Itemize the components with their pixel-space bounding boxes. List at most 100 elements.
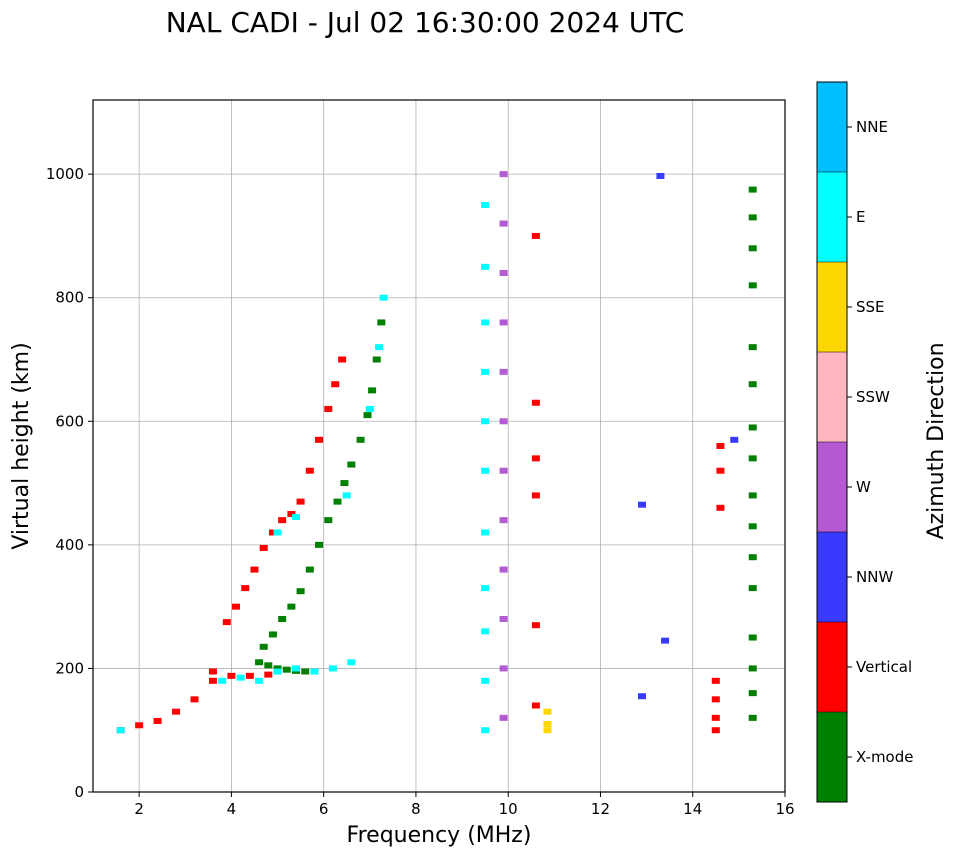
y-tick-label: 1000 (46, 165, 84, 183)
x-tick-label: 2 (134, 800, 144, 818)
data-point (278, 616, 287, 622)
data-point (531, 622, 540, 629)
data-point (748, 665, 757, 672)
colorbar-label: SSE (856, 298, 885, 316)
data-point (250, 566, 259, 573)
data-point (315, 436, 324, 443)
series-interference-10-6-mhz (531, 232, 540, 709)
data-point (365, 405, 374, 412)
colorbar-segment (817, 712, 847, 802)
data-point (481, 368, 490, 375)
data-point (287, 603, 296, 610)
data-point (481, 467, 490, 474)
data-point (748, 245, 757, 252)
data-point (241, 585, 250, 592)
y-tick-label: 200 (55, 659, 84, 677)
x-tick-label: 4 (227, 800, 237, 818)
data-point (273, 668, 282, 675)
y-tick-label: 800 (55, 289, 84, 307)
data-point (543, 721, 552, 728)
data-point (218, 677, 227, 684)
data-point (499, 566, 508, 573)
data-point (748, 523, 757, 530)
colorbar-label: E (856, 208, 865, 226)
data-point (273, 529, 282, 536)
data-point (340, 480, 349, 487)
data-point (222, 619, 231, 626)
data-point (264, 671, 273, 678)
series-interference-9-5-mhz (481, 202, 490, 734)
data-point (499, 517, 508, 524)
x-tick-label: 12 (591, 800, 610, 818)
data-point (363, 412, 372, 419)
data-point (259, 643, 268, 650)
data-point (499, 270, 508, 276)
data-point (531, 232, 540, 239)
data-point (342, 492, 351, 499)
data-point (748, 585, 757, 592)
colorbar-segment (817, 262, 847, 352)
colorbar-segment (817, 172, 847, 262)
data-point (711, 677, 720, 684)
data-point (748, 381, 757, 388)
colorbar-segment (817, 82, 847, 172)
data-point (637, 501, 646, 508)
data-point (315, 541, 324, 548)
colorbar-label: W (856, 478, 871, 496)
data-point (531, 399, 540, 406)
data-point (531, 492, 540, 499)
data-point (377, 319, 386, 326)
data-point (333, 498, 342, 505)
colorbar-frame (816, 81, 848, 803)
data-point (543, 708, 552, 715)
data-point (368, 387, 377, 394)
data-point (278, 517, 287, 524)
series-scattered-13-mhz (637, 172, 739, 700)
data-point (748, 492, 757, 499)
colorbar-segment (817, 532, 847, 622)
data-point (324, 517, 333, 524)
data-point (748, 186, 757, 193)
data-point (716, 504, 725, 511)
data-point (208, 677, 217, 684)
data-point (116, 727, 125, 734)
colorbar-segment (817, 622, 847, 712)
plot-frame (92, 99, 786, 793)
data-point (232, 603, 241, 610)
data-point (481, 677, 490, 684)
plot-background (93, 100, 785, 792)
data-point (331, 381, 340, 388)
series-interference-14-5-mhz (711, 443, 725, 734)
data-point (291, 514, 300, 521)
data-point (227, 672, 236, 679)
colorbar-segment (817, 442, 847, 532)
data-point (748, 282, 757, 289)
x-axis-label: Frequency (MHz) (347, 823, 532, 848)
data-point (499, 171, 508, 178)
data-point (481, 319, 490, 326)
data-point (499, 616, 508, 622)
series-o-mode-trace (208, 356, 347, 675)
y-tick-label: 0 (74, 783, 84, 801)
data-point (172, 708, 181, 715)
data-point (711, 714, 720, 721)
data-point (716, 467, 725, 474)
data-point (499, 418, 508, 425)
plot-area: 2 4 6 8 10 12 14 16 0 200 400 600 800 1000 (46, 99, 795, 818)
colorbar-label: SSW (856, 388, 890, 406)
data-point (748, 424, 757, 431)
data-point (296, 498, 305, 505)
data-point (748, 634, 757, 641)
data-point (291, 665, 300, 672)
data-marks (116, 171, 757, 734)
data-point (543, 727, 552, 734)
data-point (379, 294, 388, 301)
data-point (748, 714, 757, 721)
data-point (481, 529, 490, 536)
colorbar-label: NNE (856, 118, 888, 136)
colorbar-label: NNW (856, 568, 893, 586)
data-point (531, 455, 540, 462)
data-point (153, 717, 162, 724)
data-point (255, 677, 264, 684)
data-point (356, 436, 365, 443)
